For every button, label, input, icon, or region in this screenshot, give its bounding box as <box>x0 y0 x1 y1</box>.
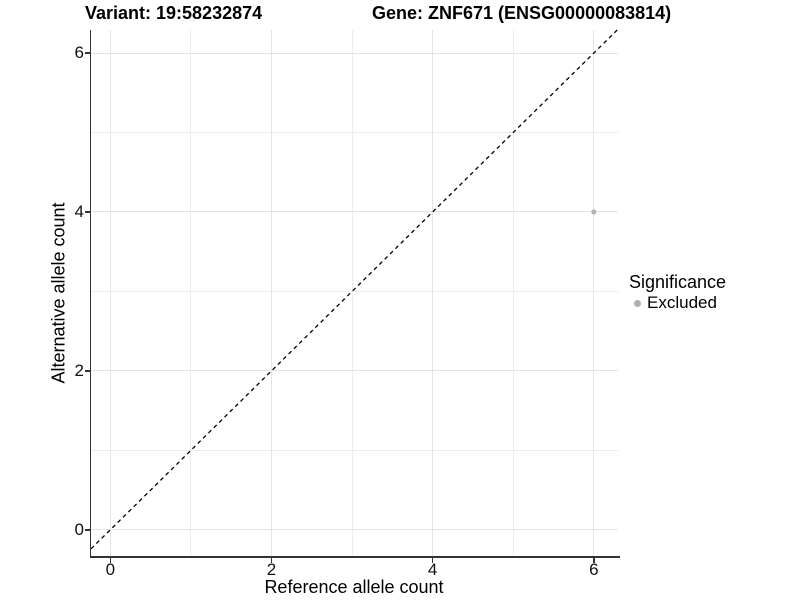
plot-title-gene: Gene: ZNF671 (ENSG00000083814) <box>372 3 672 23</box>
y-tick-mark <box>84 211 90 213</box>
x-tick-mark <box>270 557 273 563</box>
y-axis-title: Alternative allele count <box>48 202 69 384</box>
x-minor-gridline <box>351 30 353 556</box>
x-tick-mark <box>593 557 595 563</box>
y-tick-label: 4 <box>74 201 84 221</box>
y-major-gridline <box>91 529 618 531</box>
excluded-dot-icon <box>634 299 641 307</box>
y-minor-gridline <box>91 290 618 292</box>
data-point <box>591 209 597 215</box>
x-major-gridline <box>271 30 272 556</box>
x-tick-mark <box>431 557 434 563</box>
x-minor-gridline <box>190 30 192 556</box>
identity-line <box>90 29 618 550</box>
plot-panel <box>90 29 618 556</box>
x-tick-label: 0 <box>105 560 116 579</box>
y-tick-mark <box>84 370 90 372</box>
legend-item-excluded: Excluded <box>629 293 726 313</box>
y-tick-label: 0 <box>74 519 84 539</box>
y-tick-label: 2 <box>74 360 84 380</box>
legend-title: Significance <box>629 272 727 292</box>
y-major-gridline <box>91 211 618 213</box>
x-tick-mark <box>109 557 112 563</box>
x-axis-title: Reference allele count <box>264 577 444 597</box>
panel-canvas <box>90 29 618 550</box>
x-major-gridline <box>432 30 434 556</box>
y-major-gridline <box>91 52 618 54</box>
x-tick-label: 6 <box>589 560 599 579</box>
y-major-gridline <box>91 370 618 372</box>
y-minor-gridline <box>91 449 618 451</box>
x-axis-line <box>89 556 620 558</box>
y-axis-line <box>89 30 91 558</box>
x-major-gridline <box>109 30 111 556</box>
x-minor-gridline <box>512 30 514 556</box>
y-tick-label: 6 <box>74 43 84 63</box>
x-major-gridline <box>593 30 595 556</box>
y-minor-gridline <box>91 131 618 133</box>
x-tick-label: 4 <box>427 560 438 579</box>
legend: Significance Excluded <box>629 272 726 313</box>
plot-title-variant: Variant: 19:58232874 <box>85 3 263 23</box>
y-tick-mark <box>84 52 90 54</box>
legend-item-label: Excluded <box>647 293 717 312</box>
x-tick-label: 2 <box>266 560 277 579</box>
y-tick-mark <box>84 529 90 531</box>
